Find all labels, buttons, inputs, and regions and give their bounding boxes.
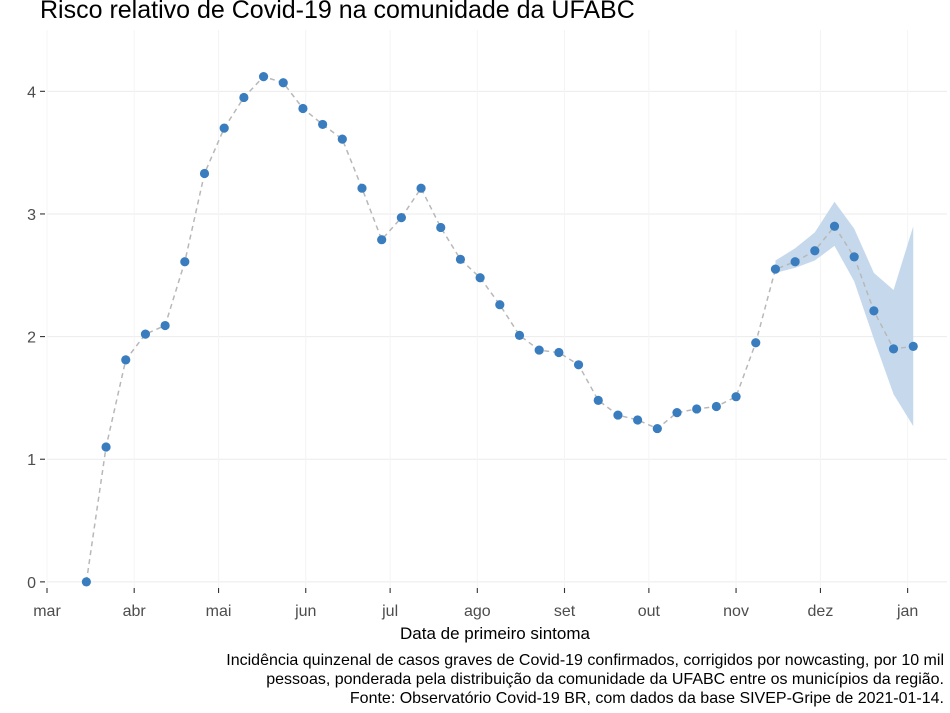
confidence-band <box>775 201 914 427</box>
data-point <box>790 257 800 267</box>
data-point <box>396 213 406 223</box>
data-point <box>554 347 564 358</box>
data-point <box>298 103 308 114</box>
y-tick-label: 3 <box>27 207 36 224</box>
x-tick-label: mar <box>33 603 61 620</box>
data-point <box>869 306 879 316</box>
data-point <box>711 401 721 412</box>
data-point <box>258 72 269 82</box>
y-axis: 0 1 2 3 4 <box>27 84 45 592</box>
data-point <box>751 338 761 348</box>
x-tick-label: jan <box>896 603 918 620</box>
data-point <box>121 355 131 365</box>
caption: Incidência quinzenal de casos graves de … <box>226 651 944 708</box>
data-point <box>810 246 820 256</box>
data-point <box>770 264 781 274</box>
caption-line-3: Fonte: Observatório Covid-19 BR, com dad… <box>349 690 944 707</box>
x-axis-title: Data de primeiro sintoma <box>400 624 590 643</box>
chart-title: Risco relativo de Covid-19 na comunidade… <box>40 0 635 24</box>
data-point <box>416 183 426 193</box>
data-point <box>239 92 249 103</box>
x-tick-label: set <box>554 603 576 620</box>
data-point <box>160 320 170 331</box>
x-tick-label: jun <box>294 603 316 620</box>
data-point <box>101 442 111 452</box>
data-point <box>593 395 603 405</box>
data-point <box>534 345 544 355</box>
grid-lines <box>46 30 947 588</box>
data-point <box>455 254 466 264</box>
y-tick-label: 1 <box>27 452 36 469</box>
data-point <box>180 257 190 267</box>
data-point <box>140 329 151 339</box>
y-tick-label: 0 <box>27 575 36 592</box>
x-tick-label: mai <box>206 603 232 620</box>
x-tick-label: abr <box>123 603 147 620</box>
y-tick-label: 2 <box>27 330 36 347</box>
data-point <box>514 330 525 340</box>
y-tick-label: 4 <box>27 84 36 101</box>
data-point <box>377 235 387 245</box>
data-point <box>573 360 584 370</box>
data-point <box>337 134 347 144</box>
x-axis: mar abr mai jun jul ago set out nov dez jan <box>33 588 918 620</box>
data-point <box>278 78 288 88</box>
data-point <box>829 221 840 231</box>
x-tick-label: nov <box>723 603 749 620</box>
trend-line <box>85 75 914 582</box>
data-point <box>652 423 662 434</box>
data-point <box>475 273 485 283</box>
data-point <box>731 392 741 402</box>
confidence-band-layer <box>775 201 914 427</box>
data-point <box>908 341 918 352</box>
data-point <box>81 577 91 587</box>
data-point <box>633 415 643 425</box>
data-point <box>692 404 702 414</box>
data-point <box>672 408 682 418</box>
data-point <box>199 168 210 179</box>
data-points-layer <box>81 72 918 587</box>
data-point <box>613 410 623 420</box>
caption-line-2: pessoas, ponderada pela distribuição da … <box>266 671 944 688</box>
x-tick-label: out <box>638 603 661 620</box>
data-point <box>357 183 367 193</box>
x-tick-label: jul <box>381 603 398 620</box>
data-point <box>219 123 229 133</box>
data-point <box>436 222 446 233</box>
data-point <box>495 300 505 310</box>
data-point <box>849 252 859 262</box>
x-tick-label: ago <box>464 603 491 620</box>
x-tick-label: dez <box>808 603 834 620</box>
trend-line-layer <box>85 75 914 582</box>
data-point <box>318 119 328 130</box>
caption-line-1: Incidência quinzenal de casos graves de … <box>226 652 944 669</box>
data-point <box>888 344 899 354</box>
